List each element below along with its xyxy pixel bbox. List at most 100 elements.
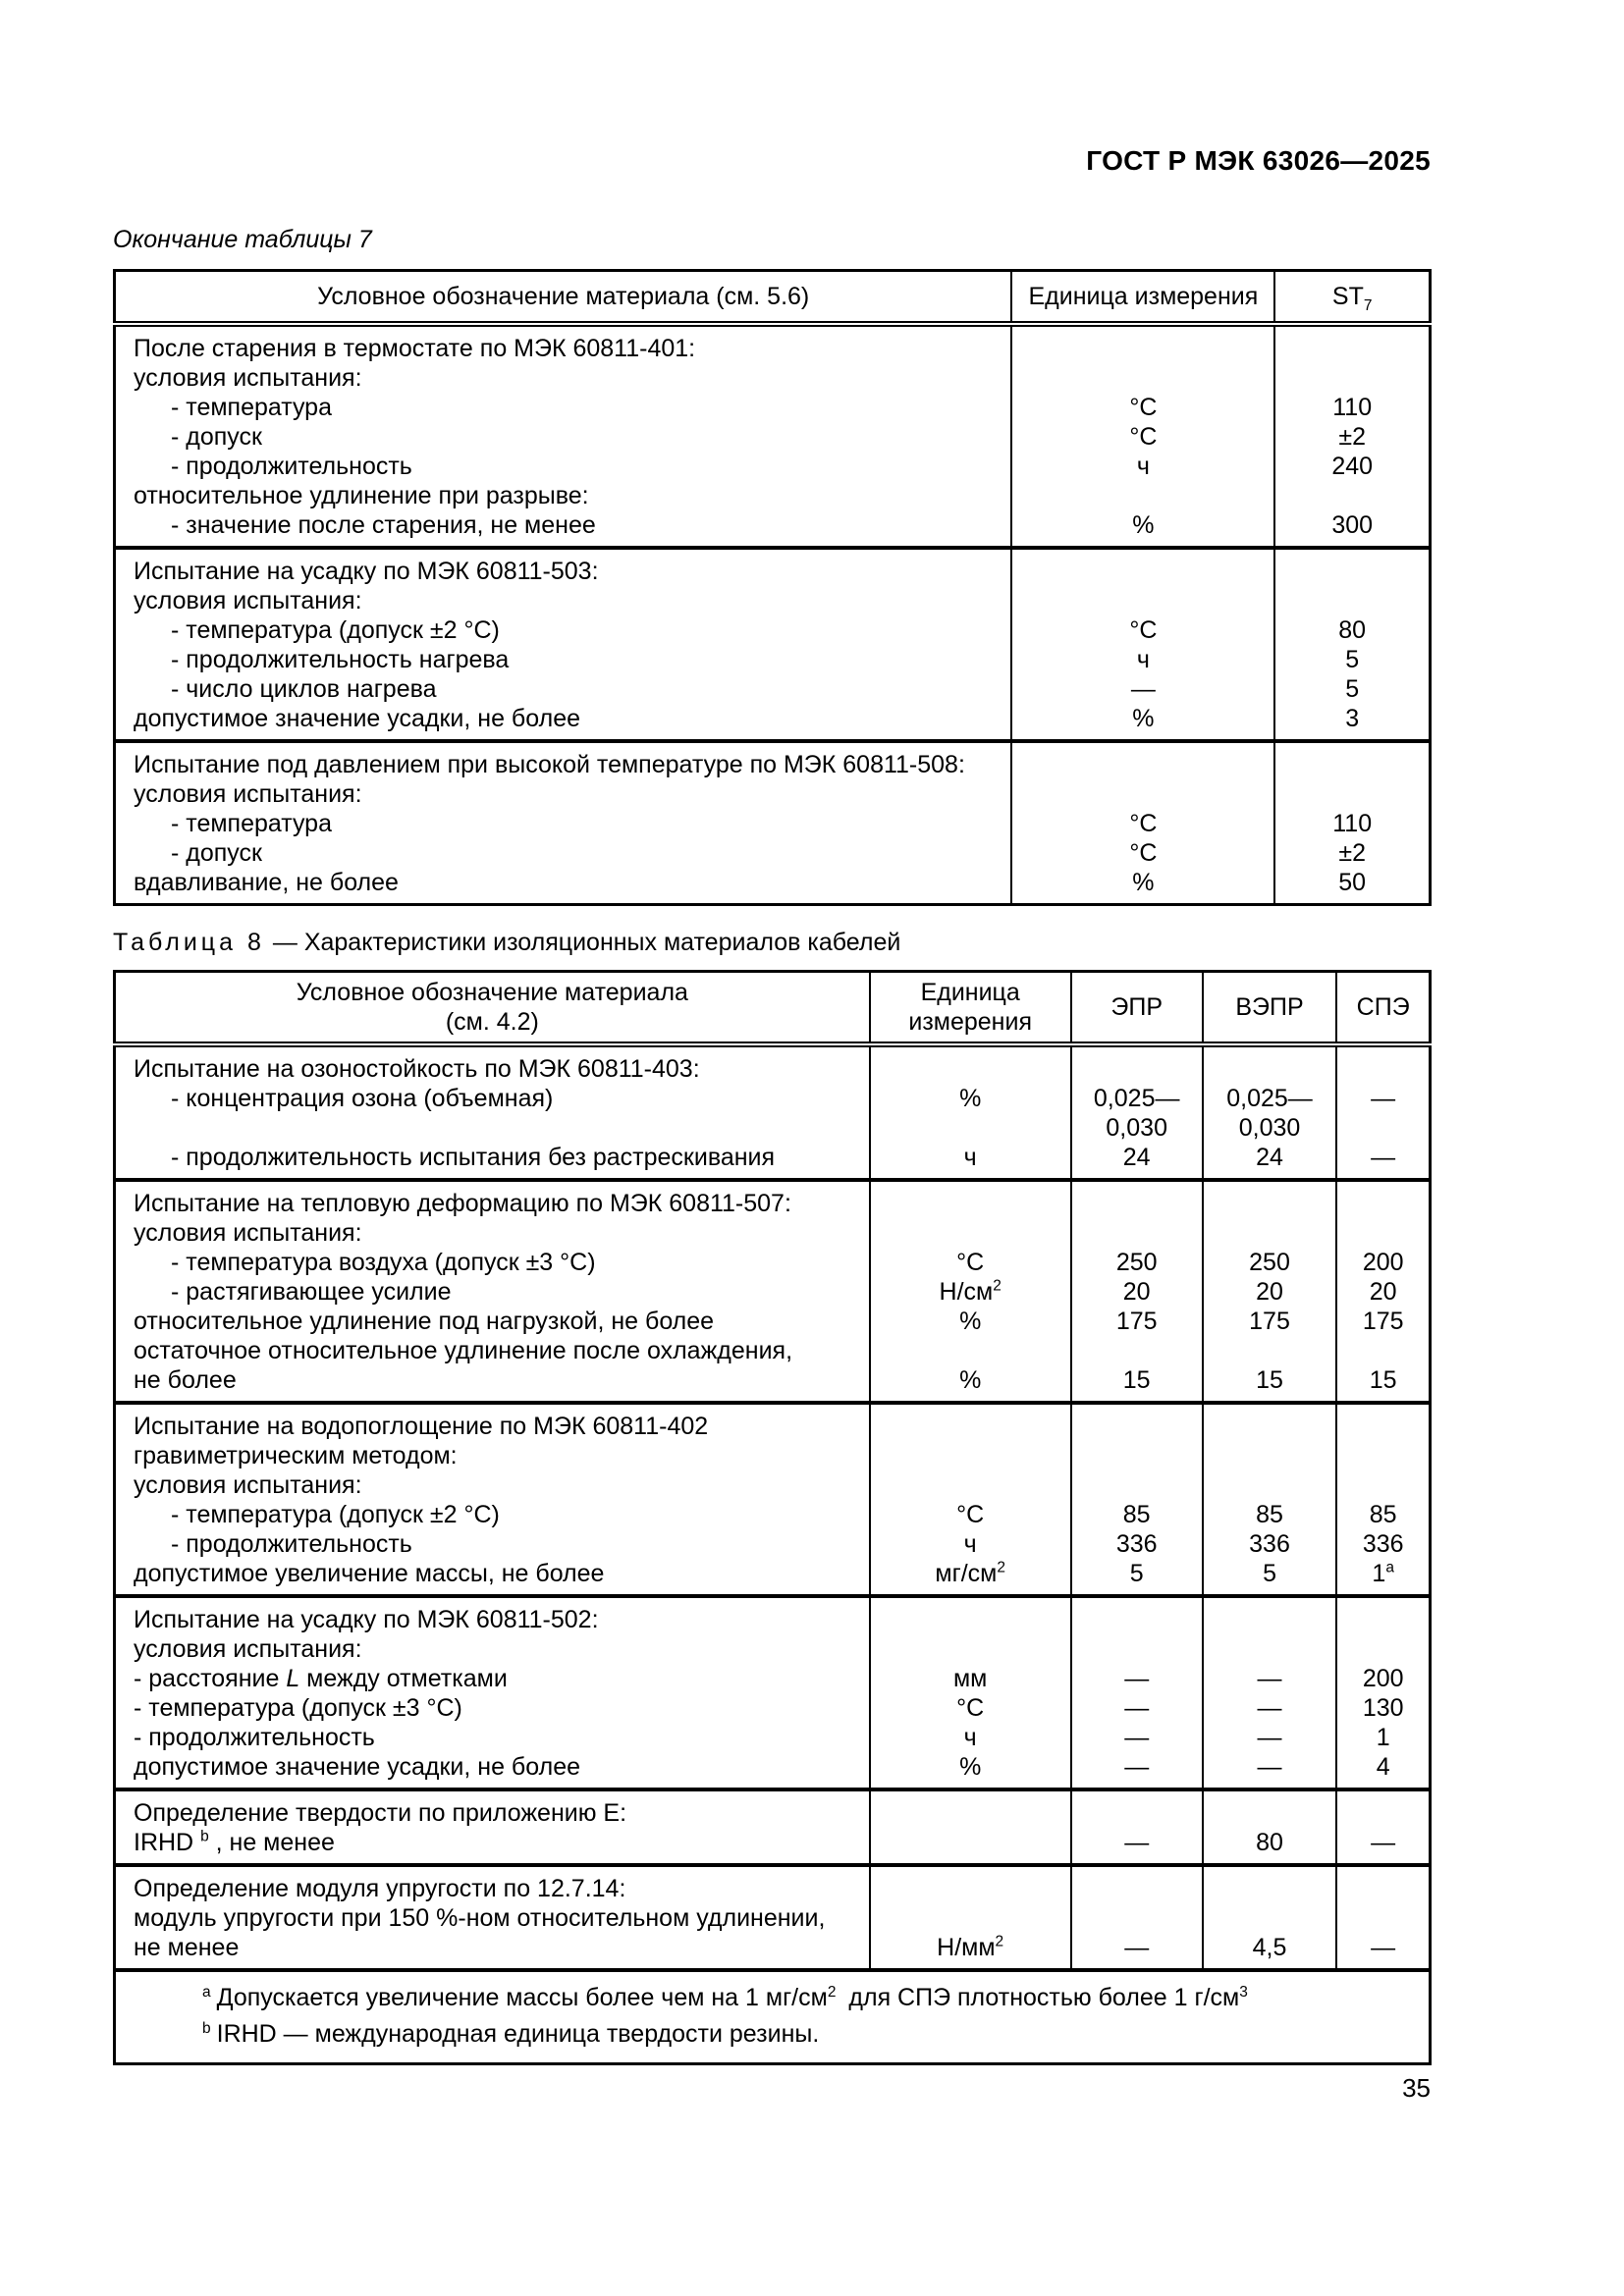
cell-line (1072, 1054, 1202, 1084)
cell-line: допустимое значение усадки, не более (134, 705, 581, 732)
cell-line: — (1124, 1694, 1150, 1722)
table8-container: Условное обозначение материала (см. 4.2) Е… (113, 970, 1432, 2065)
cell-line: - продолжительность (134, 1724, 375, 1751)
cell-line: — (1257, 1753, 1282, 1781)
cell-line: 5 (1129, 1560, 1144, 1587)
cell-line: 336 (1362, 1530, 1404, 1558)
cell-line (871, 1634, 1070, 1664)
cell-line: ч (963, 1530, 977, 1558)
value-cell: 250 20 175 15 (1069, 1178, 1204, 1403)
value-cell: 0,025— 0,030 24 (1201, 1042, 1338, 1180)
cell-line: - допуск (171, 839, 262, 867)
cell-line (1337, 1634, 1429, 1664)
cell-line: 175 (1115, 1308, 1158, 1335)
cell-line: — (1124, 1724, 1150, 1751)
column-header-line: (см. 4.2) (445, 1008, 539, 1036)
unit-cell: °С ч мг/см2 (868, 1401, 1072, 1596)
cell-line: — (1371, 1144, 1396, 1171)
cell-line: - температура воздуха (допуск ±3 °С) (171, 1249, 596, 1276)
page-number: 35 (1402, 2073, 1431, 2103)
value-cell: 80 5 5 3 (1273, 546, 1432, 741)
label-cell: Испытание под давлением при высокой темп… (113, 739, 1013, 905)
cell-line (871, 1605, 1070, 1634)
cell-line: 85 (1369, 1501, 1397, 1528)
unit-cell: % ч (868, 1042, 1072, 1180)
cell-line: ±2 (1338, 839, 1366, 867)
value-cell: — (1335, 1788, 1432, 1865)
value-cell: 85 336 5 (1069, 1401, 1204, 1596)
cell-line: — (1257, 1724, 1282, 1751)
cell-line: - продолжительность нагрева (171, 646, 510, 673)
cell-line (1275, 586, 1429, 615)
cell-line (1072, 1336, 1202, 1365)
cell-line (1204, 1470, 1336, 1500)
cell-line: 15 (1122, 1366, 1151, 1394)
cell-line: °С (1129, 810, 1158, 837)
cell-line (1204, 1634, 1336, 1664)
cell-line: условия испытания: (134, 1219, 362, 1247)
cell-line: °С (1129, 839, 1158, 867)
cell-line: - продолжительность (171, 453, 412, 480)
cell-line: 336 (1115, 1530, 1158, 1558)
cell-line: ±2 (1338, 423, 1366, 451)
cell-line: — (1371, 1829, 1396, 1856)
cell-line: условия испытания: (134, 364, 362, 392)
cell-line: 24 (1122, 1144, 1151, 1171)
cell-line (1204, 1903, 1336, 1933)
cell-line (1337, 1874, 1429, 1903)
cell-line (1072, 1189, 1202, 1218)
cell-line: — (1371, 1085, 1396, 1112)
cell-line (1204, 1874, 1336, 1903)
column-header: Единица измерения (1010, 270, 1276, 327)
cell-line: 1a (1372, 1559, 1394, 1587)
cell-line: 5 (1263, 1560, 1276, 1587)
cell-line: 0,025— (1093, 1085, 1180, 1112)
cell-line: % (1132, 705, 1155, 732)
cell-line: 20 (1256, 1278, 1283, 1306)
cell-line: 5 (1345, 646, 1360, 673)
cell-line: % (959, 1753, 982, 1781)
cell-line (1275, 363, 1429, 393)
cell-line: ч (963, 1144, 977, 1171)
cell-line (1275, 334, 1429, 363)
cell-line: °С (1129, 394, 1158, 421)
column-header: СПЭ (1335, 971, 1432, 1047)
cell-line: - продолжительность испытания без растре… (171, 1144, 776, 1171)
cell-line (871, 1054, 1070, 1084)
cell-line: остаточное относительное удлинение после… (134, 1337, 793, 1364)
cell-line (1275, 779, 1429, 809)
cell-line (1337, 1218, 1429, 1248)
cell-line (1204, 1336, 1336, 1365)
cell-line (1204, 1798, 1336, 1828)
cell-line (1337, 1798, 1429, 1828)
cell-line: - число циклов нагрева (171, 675, 437, 703)
cell-line: 250 (1249, 1249, 1290, 1276)
cell-line: относительное удлинение под нагрузкой, н… (134, 1308, 715, 1335)
document-code-header: ГОСТ Р МЭК 63026—2025 (1086, 145, 1431, 176)
unit-cell: мм °С ч% (868, 1594, 1072, 1789)
unit-cell: °С Н/см2%% (868, 1178, 1072, 1403)
cell-line (1275, 481, 1429, 510)
cell-line: Испытание на водопоглощение по МЭК 60811… (134, 1413, 709, 1440)
cell-line: - растягивающее усилие (171, 1278, 452, 1306)
cell-line (1275, 557, 1429, 586)
unit-cell: °С °С% (1010, 739, 1276, 905)
cell-line: — (1371, 1934, 1396, 1961)
cell-line: 3 (1345, 705, 1360, 732)
cell-line (871, 1189, 1070, 1218)
table-block-row: После старения в термостате по МЭК 60811… (113, 322, 1432, 548)
unit-cell: °С ч —% (1010, 546, 1276, 741)
cell-line: Испытание под давлением при высокой темп… (134, 751, 965, 778)
value-cell: 85 336 1a (1335, 1401, 1432, 1596)
cell-line (1012, 334, 1273, 363)
cell-line (1204, 1412, 1336, 1441)
label-cell: Испытание на озоностойкость по МЭК 60811… (113, 1042, 871, 1180)
label-cell: Испытание на водопоглощение по МЭК 60811… (113, 1401, 871, 1596)
table7-continuation-caption: Окончание таблицы 7 (113, 226, 372, 253)
cell-line (1072, 1634, 1202, 1664)
cell-line: % (1132, 869, 1155, 896)
table-7-sheath-materials-end: Условное обозначение материала (см. 5.6)… (113, 269, 1432, 906)
unit-cell: °С °С ч% (1010, 322, 1276, 548)
cell-line (1337, 1605, 1429, 1634)
cell-line: °С (956, 1249, 985, 1276)
